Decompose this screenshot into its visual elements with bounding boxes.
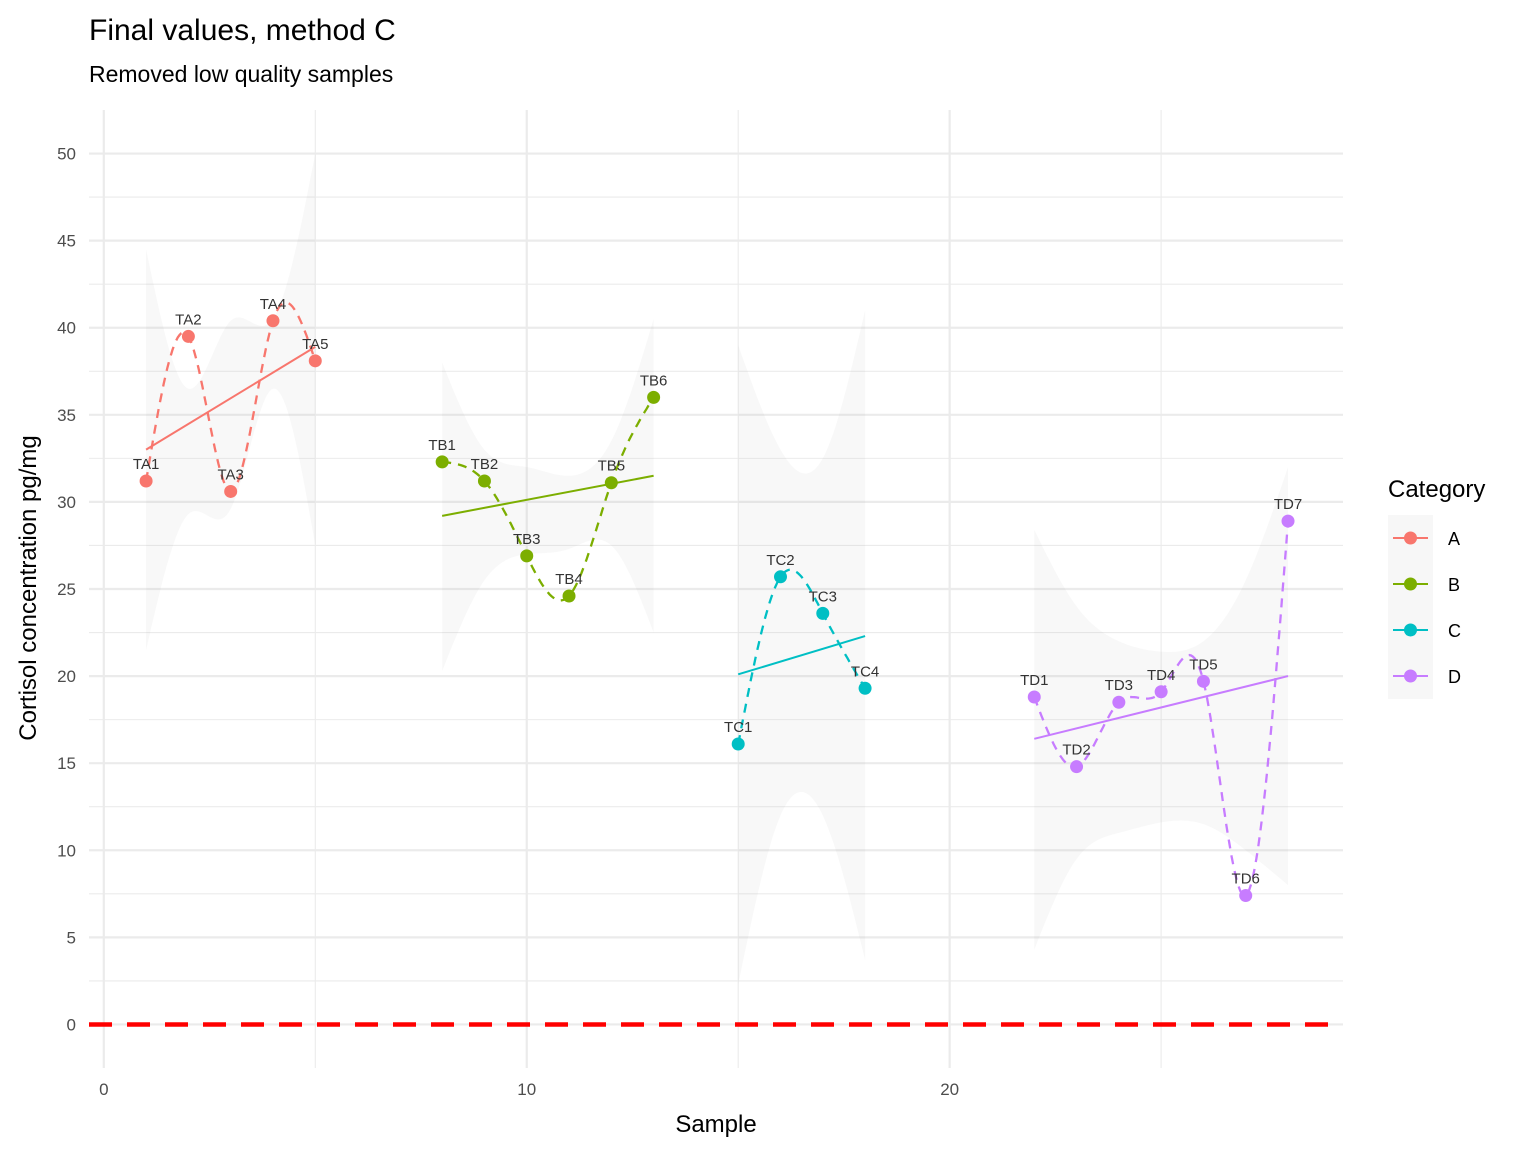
point-label-TD5: TD5	[1189, 656, 1217, 673]
data-point-TA5	[308, 354, 322, 368]
point-label-TC4: TC4	[851, 663, 879, 680]
data-point-TB2	[477, 474, 491, 488]
legend-label-A: A	[1448, 529, 1460, 549]
data-point-TD6	[1239, 889, 1253, 903]
data-point-TD5	[1196, 674, 1210, 688]
data-points	[139, 314, 1295, 903]
point-label-TD1: TD1	[1020, 672, 1048, 689]
x-tick-label: 10	[517, 1080, 536, 1099]
y-tick-label: 25	[57, 580, 76, 599]
point-label-TA2: TA2	[175, 311, 201, 328]
y-tick-label: 45	[57, 232, 76, 251]
point-label-TA3: TA3	[217, 466, 243, 483]
point-labels: TA1 TA2 TA3 TA4 TA5 TB1 TB2 TB3 TB4 TB5 TB6 TC1 TC2 T…	[133, 296, 1302, 888]
data-point-TD3	[1112, 695, 1126, 709]
point-label-TB2: TB2	[471, 456, 499, 473]
y-axis-ticks: 0 5 10 15 20 25 30 35 40 45 50	[57, 145, 76, 1035]
legend-label-B: B	[1448, 575, 1460, 595]
y-tick-label: 15	[57, 754, 76, 773]
point-label-TC3: TC3	[809, 588, 837, 605]
point-label-TC1: TC1	[724, 719, 752, 736]
data-point-TA1	[139, 474, 153, 488]
trend-lines	[145, 346, 1289, 740]
data-point-TB3	[520, 549, 534, 563]
data-point-TD4	[1154, 685, 1168, 699]
point-label-TB6: TB6	[640, 372, 668, 389]
y-tick-label: 5	[67, 928, 76, 947]
legend-label-D: D	[1448, 667, 1461, 687]
trend-line-A	[145, 346, 316, 451]
point-label-TB1: TB1	[428, 437, 456, 454]
y-tick-label: 20	[57, 667, 76, 686]
band-A	[146, 153, 316, 650]
x-tick-label: 0	[99, 1080, 108, 1099]
data-point-TB6	[647, 390, 661, 404]
smooth-curve-B	[442, 396, 655, 602]
legend-key-point-C	[1404, 623, 1417, 637]
smooth-curve-C	[737, 568, 867, 745]
chart-title: Final values, method C	[89, 14, 396, 47]
band-C	[738, 310, 866, 985]
x-axis-title: Sample	[675, 1111, 756, 1138]
point-label-TD6: TD6	[1232, 871, 1260, 888]
point-label-TD3: TD3	[1105, 677, 1133, 694]
trend-line-C	[737, 635, 866, 676]
data-point-TC2	[773, 570, 787, 584]
data-point-TA3	[224, 484, 238, 498]
y-tick-label: 10	[57, 841, 76, 860]
y-tick-label: 0	[67, 1015, 76, 1034]
data-point-TB4	[562, 589, 576, 603]
y-tick-label: 30	[57, 493, 76, 512]
legend-key-point-D	[1404, 669, 1417, 683]
y-axis-title: Cortisol concentration pg/mg	[15, 435, 42, 740]
data-point-TD2	[1070, 760, 1084, 774]
x-tick-label: 20	[940, 1080, 959, 1099]
x-axis-ticks: 0 10 20	[99, 1080, 959, 1099]
y-tick-label: 40	[57, 319, 76, 338]
point-label-TB4: TB4	[555, 571, 583, 588]
point-label-TB3: TB3	[513, 531, 541, 548]
point-label-TA4: TA4	[260, 296, 286, 313]
trend-line-B	[441, 474, 654, 517]
point-label-TD7: TD7	[1274, 496, 1302, 513]
point-label-TD4: TD4	[1147, 667, 1175, 684]
legend: Category A B C D	[1388, 476, 1485, 699]
data-point-TC3	[816, 606, 830, 620]
legend-title: Category	[1388, 476, 1485, 503]
y-tick-label: 50	[57, 145, 76, 164]
legend-key-point-A	[1404, 531, 1417, 545]
grid-lines	[89, 110, 1343, 1068]
point-label-TB5: TB5	[598, 458, 626, 475]
data-point-TC4	[858, 681, 872, 695]
point-label-TC2: TC2	[766, 552, 794, 569]
legend-label-C: C	[1448, 621, 1461, 641]
data-point-TA4	[266, 314, 280, 328]
point-label-TD2: TD2	[1062, 742, 1090, 759]
data-point-TA2	[181, 329, 195, 343]
data-point-TC1	[731, 737, 745, 751]
trend-line-D	[1034, 675, 1289, 740]
data-point-TB1	[435, 455, 449, 469]
point-label-TA1: TA1	[133, 456, 159, 473]
legend-key-point-B	[1404, 577, 1417, 591]
point-label-TA5: TA5	[302, 336, 328, 353]
data-point-TD7	[1281, 514, 1295, 528]
chart-subtitle: Removed low quality samples	[89, 61, 393, 87]
data-point-TD1	[1027, 690, 1041, 704]
confidence-bands	[146, 153, 1288, 985]
data-point-TB5	[604, 476, 618, 490]
y-tick-label: 35	[57, 406, 76, 425]
